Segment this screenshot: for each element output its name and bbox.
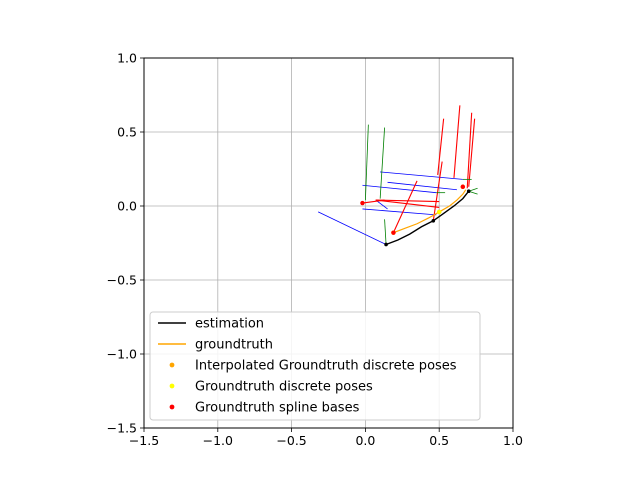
legend-swatch-marker — [169, 404, 175, 410]
legend-swatch-marker — [169, 362, 175, 368]
y-tick-label: 0.5 — [117, 125, 137, 140]
pose-axis-line — [317, 211, 387, 245]
pose-axis-line — [380, 171, 463, 180]
legend-swatch-marker — [169, 383, 175, 389]
x-tick-label: −1.5 — [129, 433, 159, 448]
x-tick-label: 0.0 — [355, 433, 375, 448]
legend-label: Interpolated Groundtruth discrete poses — [195, 359, 457, 374]
pose-axis-line — [466, 112, 473, 189]
pose-axis-line — [379, 127, 385, 199]
axis-ticks: −1.5 −1.0 −0.5 0.0 0.5 1.0 −1.5 −1.0 −0.5 0.0 0.5 1… — [107, 51, 523, 449]
x-tick-label: −0.5 — [276, 433, 306, 448]
y-tick-label: 1.0 — [117, 51, 137, 66]
estimation-point — [466, 189, 471, 193]
pose-axis-line — [384, 219, 387, 245]
legend-label: Groundtruth discrete poses — [195, 380, 373, 395]
legend-label: groundtruth — [195, 338, 273, 353]
x-tick-label: 1.0 — [503, 433, 523, 448]
x-tick-label: 0.5 — [429, 433, 449, 448]
pose-axis-line — [362, 184, 437, 194]
x-tick-label: −1.0 — [203, 433, 233, 448]
pose-axis-line — [375, 199, 388, 210]
pose-axis-line — [362, 208, 437, 216]
legend-box — [149, 311, 481, 421]
pose-axis-line — [387, 181, 457, 191]
series-groundtruth-spline-bases-point — [391, 230, 396, 235]
pose-axis-line — [362, 199, 385, 204]
pose-axes — [317, 105, 478, 245]
series-groundtruth-discrete-poses-point — [437, 209, 442, 215]
pose-axis-line — [437, 118, 445, 175]
y-tick-label: −1.0 — [107, 347, 137, 362]
series-groundtruth-spline-bases-point — [460, 184, 466, 189]
series-markers — [360, 184, 471, 247]
y-tick-label: −1.5 — [107, 421, 137, 436]
series-groundtruth-spline-bases-point — [360, 200, 365, 206]
plot-frame — [143, 57, 514, 429]
estimation-point — [384, 242, 388, 247]
estimation-point — [431, 219, 436, 223]
legend-label: Groundtruth spline bases — [195, 401, 360, 416]
pose-axis-line — [432, 161, 443, 221]
legend-label: estimation — [195, 317, 264, 332]
pose-axis-line — [365, 124, 369, 201]
y-tick-label: 0.0 — [117, 199, 137, 214]
y-tick-label: −0.5 — [107, 273, 137, 288]
legend: estimation groundtruth Interpolated Ground… — [149, 311, 481, 421]
pose-axis-line — [375, 199, 440, 203]
pose-axis-line — [453, 105, 461, 178]
pose-axis-line — [375, 199, 440, 209]
pose-axis-line — [392, 180, 418, 233]
pose-axis-line — [468, 118, 476, 187]
